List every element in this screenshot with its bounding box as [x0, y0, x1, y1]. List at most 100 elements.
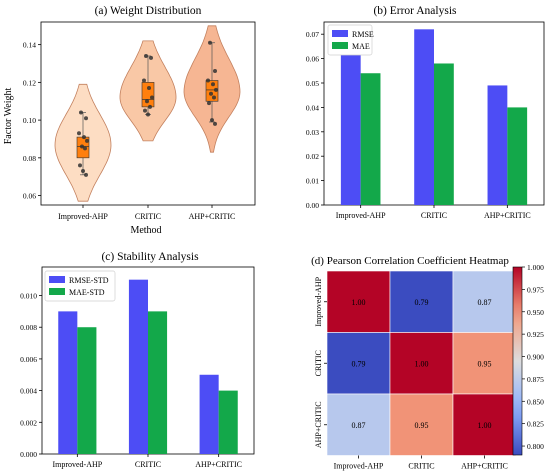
data-point [145, 99, 149, 104]
error-analysis-bar-mae [507, 107, 528, 205]
data-point [206, 78, 210, 83]
error-analysis-bar-rmse [487, 85, 508, 205]
data-point [82, 135, 86, 140]
weight-distribution-title: (a) Weight Distribution [95, 5, 202, 17]
stability-analysis-ytick-label: 0.004 [20, 387, 37, 396]
data-point [208, 40, 212, 45]
heatmap-cell-label: 1.00 [415, 359, 429, 368]
data-point [144, 53, 148, 58]
data-point [77, 131, 81, 136]
data-point [78, 163, 82, 168]
error-analysis-ytick-label: 0.02 [306, 152, 319, 161]
heatmap-xtick-label: CRITIC [408, 462, 434, 471]
heatmap-cell [326, 332, 391, 395]
data-point [83, 146, 87, 151]
data-point [147, 86, 151, 91]
stability-analysis-legend: RMSE-STD MAE-STD [44, 270, 116, 302]
error-analysis-bar-mae [434, 63, 454, 206]
heatmap-cell [452, 393, 517, 456]
correlation-heatmap-title: (d) Pearson Correlation Coefficient Heat… [311, 255, 509, 267]
stability-analysis-ytick-label: 0.002 [20, 418, 37, 427]
weight-distribution-xtick-label: Improved-AHP [58, 212, 108, 221]
error-analysis-legend: RMSE MAE [327, 24, 374, 56]
error-analysis-ytick-label: 0.01 [306, 177, 319, 186]
data-point [79, 110, 83, 115]
stability-analysis-bar-mae-std [148, 311, 168, 454]
data-point [148, 104, 152, 109]
stability-analysis-bar-rmse-std [58, 311, 78, 454]
data-point [142, 78, 146, 83]
heatmap-cell [452, 332, 517, 395]
colorbar-tick-label: 0.800 [527, 442, 544, 451]
heatmap-cell [389, 270, 454, 333]
data-point [80, 144, 84, 149]
data-point [207, 101, 211, 106]
error-analysis-ytick-label: 0.05 [306, 79, 319, 88]
colorbar-tick-label: 1.000 [527, 263, 544, 272]
data-point [84, 172, 88, 177]
stability-analysis-ytick-label: 0.010 [20, 292, 37, 301]
colorbar-tick-label: 0.825 [527, 420, 544, 429]
error-analysis-bar-rmse [414, 29, 434, 205]
colorbar [512, 266, 523, 456]
stability-analysis-legend-swatch [49, 276, 65, 283]
stability-analysis-xtick-label: CRITIC [135, 460, 161, 469]
heatmap-cell [389, 332, 454, 395]
stability-analysis-panel: (c) Stability Analysis 0.000 0.002 0.004 0.… [20, 251, 255, 469]
colorbar-tick-label: 0.925 [527, 330, 544, 339]
stability-analysis-ytick-label: 0.000 [20, 450, 37, 459]
heatmap-cell-label: 1.00 [352, 298, 366, 307]
error-analysis-bar-rmse [340, 48, 361, 206]
error-analysis-xtick-label: AHP+CRITIC [484, 211, 531, 220]
colorbar-tick-label: 0.900 [527, 353, 544, 362]
stability-analysis-bar-rmse-std [199, 374, 219, 454]
weight-distribution-ytick-label: 0.10 [23, 116, 36, 125]
error-analysis-xtick-label: Improved-AHP [336, 211, 386, 220]
stability-analysis-xtick-label: Improved-AHP [52, 460, 102, 469]
heatmap-cell-label: 1.00 [478, 421, 492, 430]
weight-distribution-xtick-label: AHP+CRITIC [189, 212, 236, 221]
correlation-heatmap-panel: (d) Pearson Correlation Coefficient Heat… [311, 255, 544, 471]
data-point [81, 169, 85, 174]
data-point [212, 95, 216, 100]
heatmap-ytick-label: AHP+CRITIC [314, 401, 323, 448]
data-point [150, 95, 154, 100]
data-point [213, 121, 217, 126]
data-point [214, 87, 218, 92]
heatmap-cell-label: 0.95 [415, 421, 429, 430]
error-analysis-ytick-label: 0.04 [306, 103, 319, 112]
stability-analysis-xtick-label: AHP+CRITIC [195, 460, 242, 469]
heatmap-xtick-label: AHP+CRITIC [461, 462, 508, 471]
colorbar-tick-label: 0.950 [527, 308, 544, 317]
data-point [149, 55, 153, 60]
data-point [85, 138, 89, 143]
error-analysis-legend-swatch [332, 30, 348, 37]
weight-distribution-ytick-label: 0.06 [23, 192, 36, 201]
colorbar-tick-label: 0.850 [527, 397, 544, 406]
stability-analysis-ytick-label: 0.006 [20, 355, 37, 364]
error-analysis-ytick-label: 0.00 [306, 201, 319, 210]
weight-distribution-ylabel: Factor Weight [3, 88, 14, 145]
data-point [211, 82, 215, 87]
error-analysis-xtick-label: CRITIC [421, 211, 447, 220]
colorbar-tick-label: 0.975 [527, 285, 544, 294]
heatmap-cell-label: 0.79 [352, 359, 366, 368]
error-analysis-bar-mae [360, 73, 381, 206]
stability-analysis-legend-swatch [49, 288, 65, 295]
error-analysis-legend-swatch [332, 42, 348, 49]
heatmap-cell-label: 0.95 [478, 359, 492, 368]
data-point [143, 108, 147, 113]
heatmap-ytick-label: Improved-AHP [314, 276, 323, 326]
weight-distribution-ytick-label: 0.08 [23, 154, 36, 163]
data-point [213, 69, 217, 74]
heatmap-cell [389, 393, 454, 456]
stability-analysis-legend-label: MAE-STD [69, 288, 105, 297]
stability-analysis-bar-mae-std [218, 390, 238, 454]
error-analysis-title: (b) Error Analysis [373, 5, 457, 17]
weight-distribution-panel: (a) Weight Distribution Method Factor We… [3, 5, 256, 236]
data-point [209, 91, 213, 96]
error-analysis-ytick-label: 0.03 [306, 128, 319, 137]
stability-analysis-bar-rmse-std [128, 279, 148, 454]
stability-analysis-legend-label: RMSE-STD [69, 276, 109, 285]
